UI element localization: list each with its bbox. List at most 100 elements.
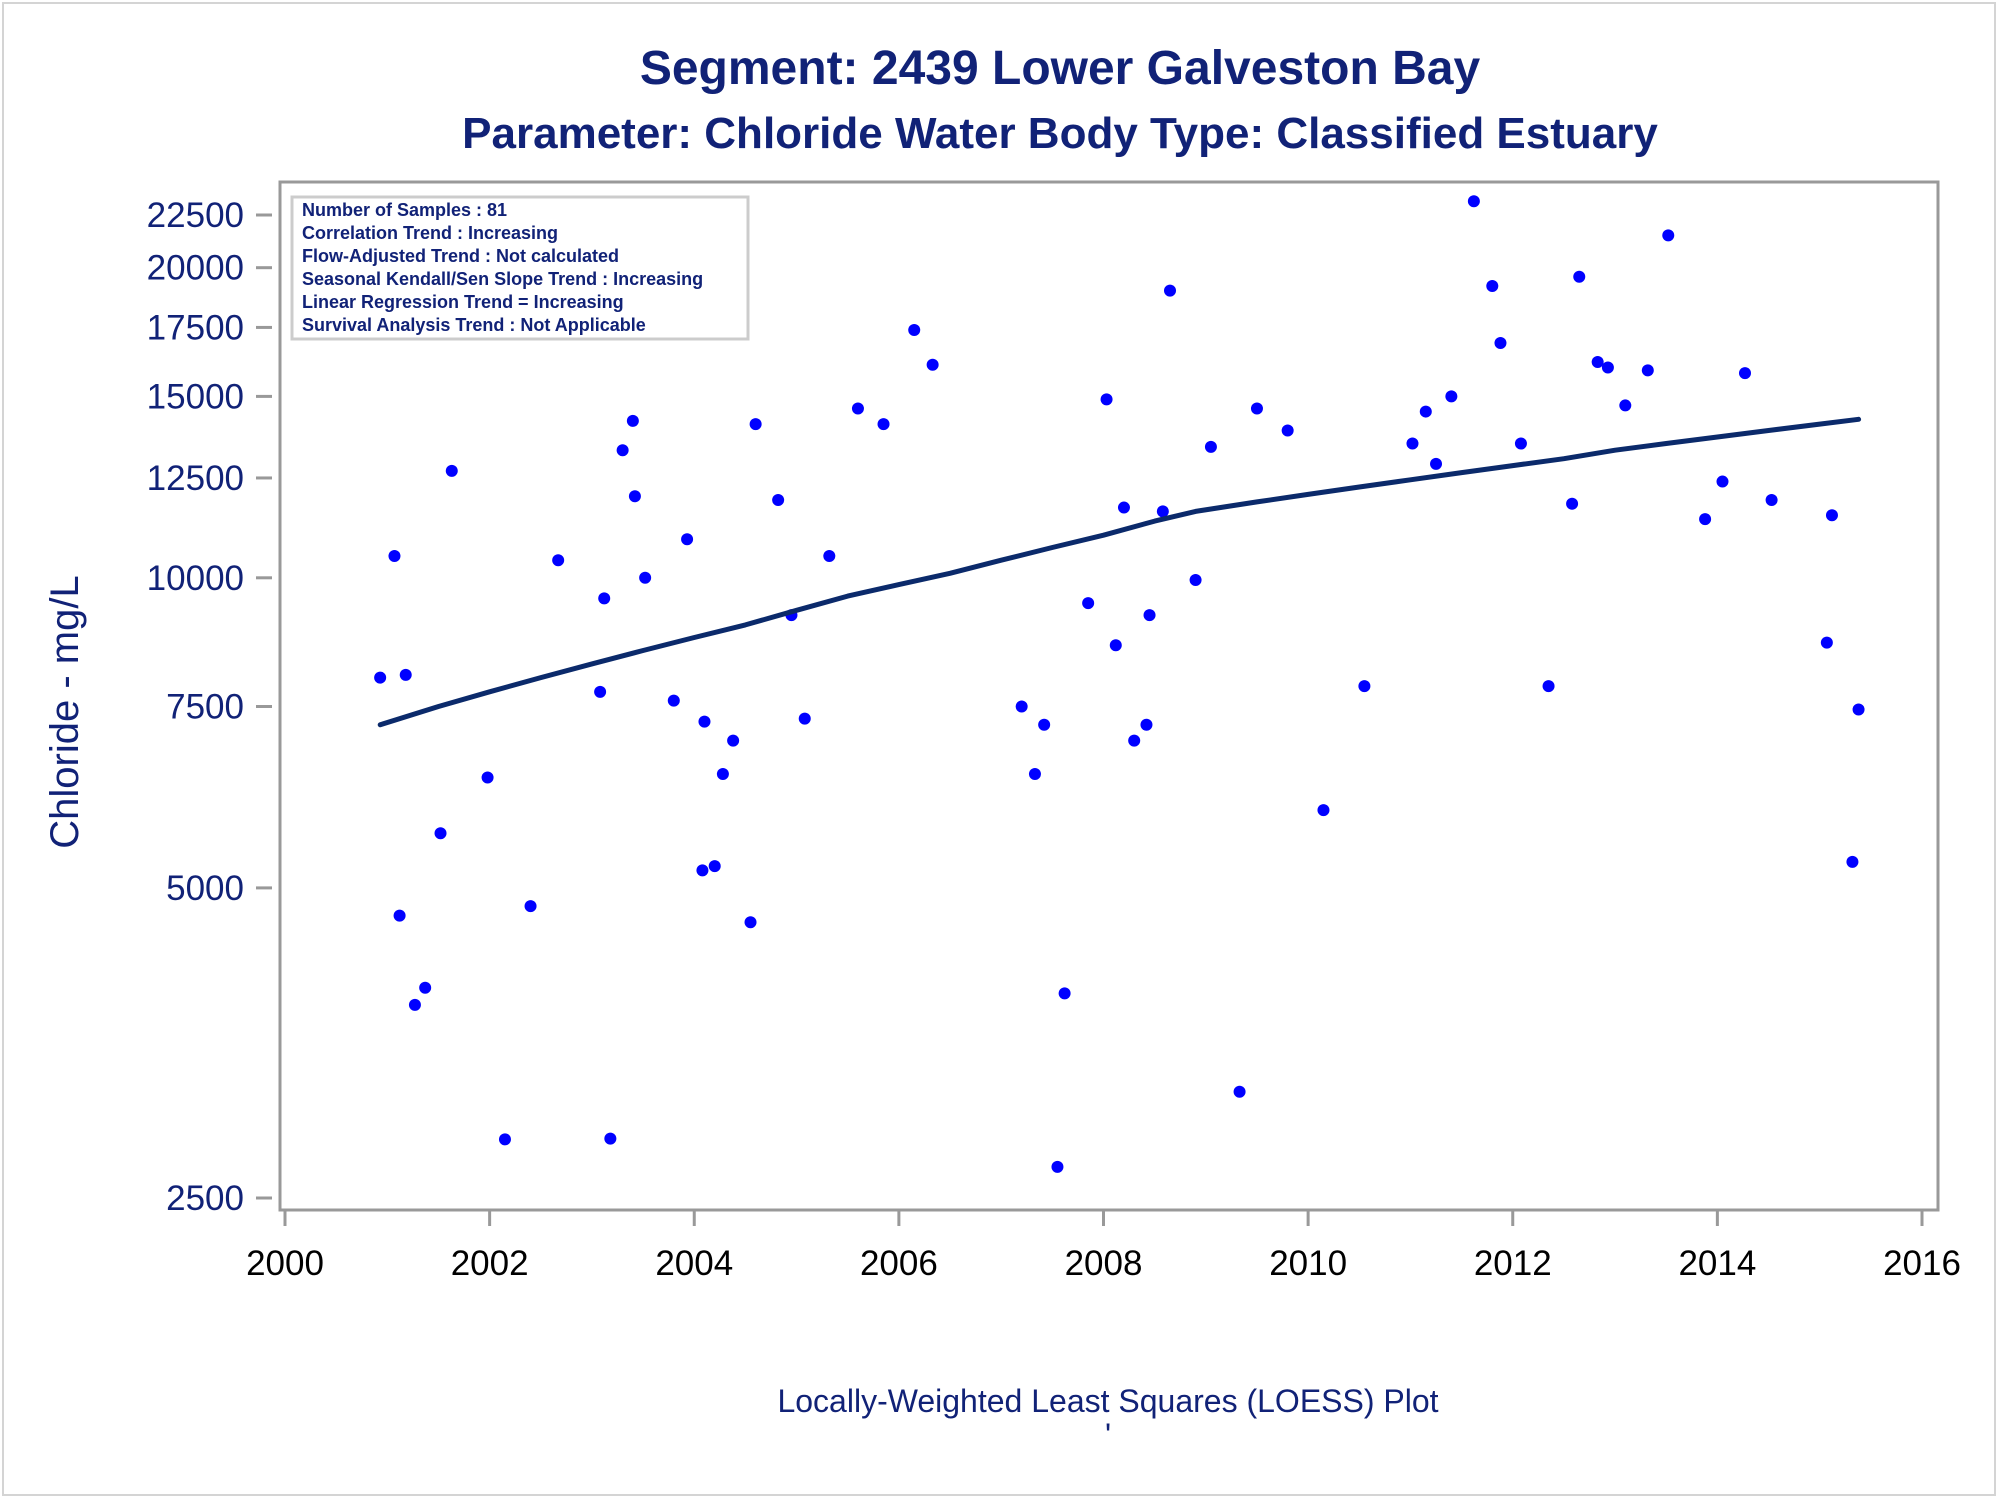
data-point <box>1164 284 1177 297</box>
data-point <box>1189 574 1202 587</box>
data-point <box>823 549 836 562</box>
data-point <box>877 418 890 431</box>
data-point <box>1419 405 1432 418</box>
data-point <box>626 414 639 427</box>
data-point <box>1852 703 1865 716</box>
data-point <box>481 771 494 784</box>
x-tick-label: 2008 <box>1065 1244 1143 1283</box>
data-point <box>1641 364 1654 377</box>
data-point <box>708 860 721 873</box>
x-tick-label: 2010 <box>1269 1244 1347 1283</box>
y-tick-label: 5000 <box>166 869 244 908</box>
data-point <box>408 998 421 1011</box>
data-point <box>1573 270 1586 283</box>
data-point <box>1486 279 1499 292</box>
data-point <box>594 685 607 698</box>
data-point <box>1467 195 1480 208</box>
data-point <box>628 490 641 503</box>
info-box-line: Seasonal Kendall/Sen Slope Trend : Incre… <box>302 269 703 289</box>
data-point <box>419 981 432 994</box>
data-point <box>524 900 537 913</box>
data-point <box>1156 505 1169 518</box>
data-point <box>616 444 629 457</box>
data-point <box>552 554 565 567</box>
data-point <box>1317 804 1330 817</box>
y-tick-label: 10000 <box>147 559 244 598</box>
y-tick-label: 15000 <box>147 377 244 416</box>
data-point <box>1846 855 1859 868</box>
data-point <box>1358 680 1371 693</box>
data-point <box>434 827 447 840</box>
data-point <box>1028 767 1041 780</box>
data-point <box>1117 501 1130 514</box>
data-point <box>498 1133 511 1146</box>
x-tick-label: 2006 <box>860 1244 938 1283</box>
data-point <box>604 1132 617 1145</box>
info-box-line: Linear Regression Trend = Increasing <box>302 292 624 312</box>
info-box: Number of Samples : 81 Correlation Trend … <box>290 195 750 341</box>
data-point <box>1716 475 1729 488</box>
data-point <box>598 592 611 605</box>
data-point <box>1109 639 1122 652</box>
data-point <box>667 694 680 707</box>
footer-caption: Locally-Weighted Least Squares (LOESS) P… <box>777 1383 1438 1419</box>
chart-subtitle: Parameter: Chloride Water Body Type: Cla… <box>462 109 1658 158</box>
data-point <box>393 909 406 922</box>
data-point <box>851 402 864 415</box>
data-point <box>698 715 711 728</box>
data-point <box>1204 440 1217 453</box>
data-point <box>1015 700 1028 713</box>
footer-mark: ' <box>1105 1417 1111 1453</box>
data-point <box>1566 497 1579 510</box>
data-point <box>1699 513 1712 526</box>
y-tick-label: 7500 <box>166 688 244 727</box>
data-point <box>1765 493 1778 506</box>
data-point <box>1825 509 1838 522</box>
y-tick-label: 17500 <box>147 308 244 347</box>
data-point <box>1100 393 1113 406</box>
data-point <box>1514 437 1527 450</box>
info-box-border <box>290 195 750 341</box>
data-point <box>1738 367 1751 380</box>
data-point <box>639 571 652 584</box>
chart-title: Segment: 2439 Lower Galveston Bay <box>640 42 1481 95</box>
x-tick-label: 2002 <box>451 1244 529 1283</box>
data-point <box>1820 636 1833 649</box>
data-point <box>681 533 694 546</box>
data-point <box>1128 734 1141 747</box>
data-point <box>1143 609 1156 622</box>
data-point <box>1406 437 1419 450</box>
info-box-line: Number of Samples : 81 <box>302 200 507 220</box>
plot-area <box>278 180 1940 1212</box>
data-point <box>798 712 811 725</box>
data-point <box>1494 337 1507 350</box>
x-tick-label: 2012 <box>1474 1244 1552 1283</box>
data-point <box>1058 987 1071 1000</box>
data-point <box>716 767 729 780</box>
data-point <box>399 668 412 681</box>
data-point <box>772 493 785 506</box>
scatter-points <box>374 195 1865 1173</box>
x-axis: 2000 2002 2004 2006 2008 2010 2012 2014 2016 <box>246 1208 1961 1283</box>
x-tick-label: 2000 <box>246 1244 324 1283</box>
y-axis-label: Chloride - mg/L <box>43 575 87 848</box>
data-point <box>1542 680 1555 693</box>
data-point <box>1250 402 1263 415</box>
y-tick-label: 2500 <box>166 1179 244 1218</box>
data-point <box>1430 457 1443 470</box>
data-point <box>1591 355 1604 368</box>
data-point <box>696 864 709 877</box>
y-tick-label: 20000 <box>147 249 244 288</box>
data-point <box>1619 399 1632 412</box>
data-point <box>1281 424 1294 437</box>
data-point <box>1445 390 1458 403</box>
y-axis: 2500 5000 7500 10000 12500 15000 17500 20000 225… <box>147 196 272 1218</box>
y-tick-label: 12500 <box>147 459 244 498</box>
data-point <box>445 464 458 477</box>
data-point <box>1082 597 1095 610</box>
data-point <box>749 418 762 431</box>
y-tick-label: 22500 <box>147 196 244 235</box>
trend-line-layer <box>377 416 1862 728</box>
